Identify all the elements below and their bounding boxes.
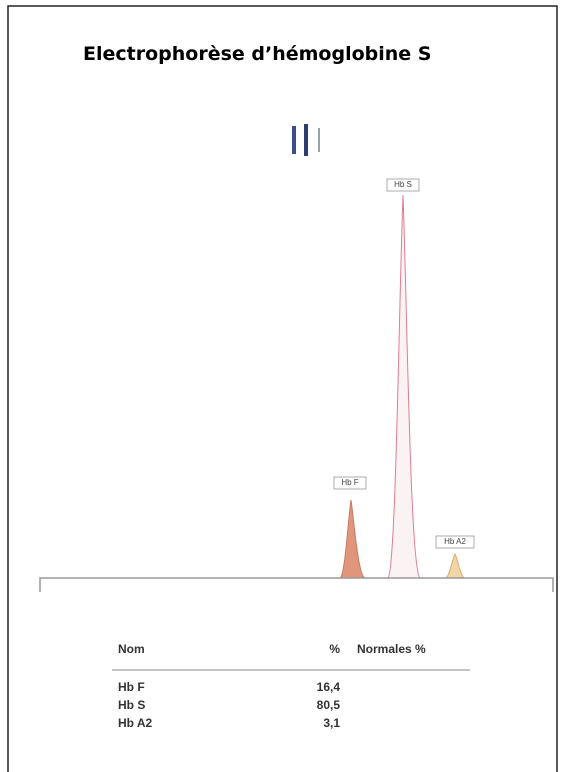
table-cell: 3,1 bbox=[323, 716, 340, 730]
table-cell: Hb S bbox=[118, 698, 145, 712]
band bbox=[292, 126, 296, 154]
page: Electrophorèse d’hémoglobine S Hb F Hb S… bbox=[0, 0, 569, 772]
table-cell: Hb F bbox=[118, 680, 145, 694]
band bbox=[304, 124, 308, 156]
peak-label: Hb F bbox=[341, 478, 358, 487]
band bbox=[318, 128, 320, 152]
background bbox=[0, 0, 569, 772]
title: Electrophorèse d’hémoglobine S bbox=[83, 43, 431, 65]
table-cell: 16,4 bbox=[317, 680, 341, 694]
peak-label: Hb A2 bbox=[444, 537, 466, 546]
table-header: Nom bbox=[118, 642, 145, 656]
table-cell: 80,5 bbox=[317, 698, 341, 712]
table-header: % bbox=[329, 642, 340, 656]
table-header: Normales % bbox=[357, 642, 426, 656]
peak-label: Hb S bbox=[394, 180, 412, 189]
table-cell: Hb A2 bbox=[118, 716, 153, 730]
figure: Electrophorèse d’hémoglobine S Hb F Hb S… bbox=[0, 0, 569, 772]
